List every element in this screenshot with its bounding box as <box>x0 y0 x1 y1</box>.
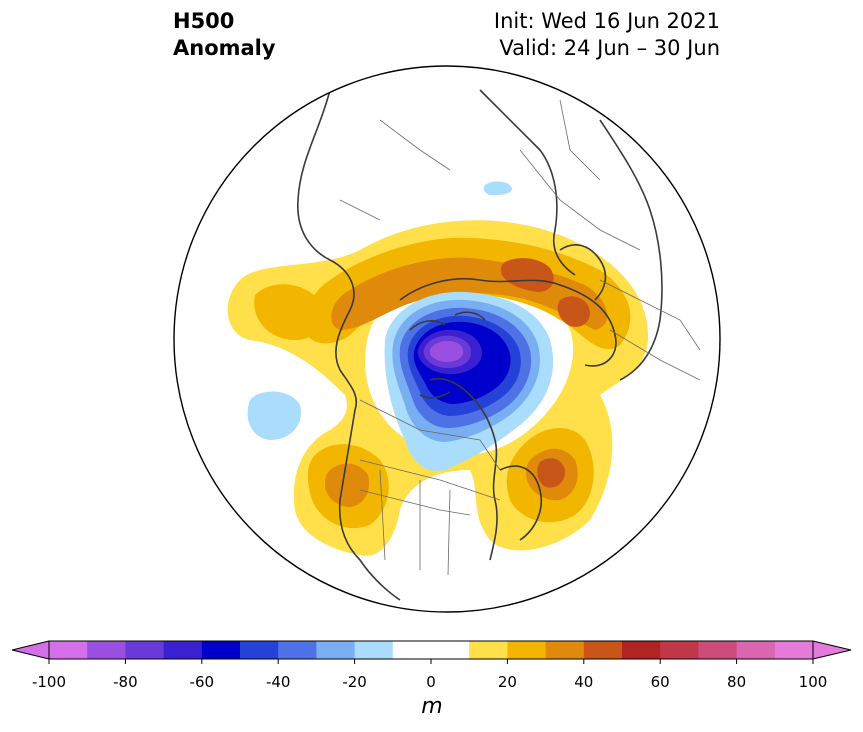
colorbar-low-outline <box>11 640 50 660</box>
anomaly-positive-west-na-core <box>325 463 370 507</box>
colorbar-tick-label: 40 <box>574 673 594 691</box>
colorbar-high-outline <box>812 640 852 660</box>
colorbar-tick-label: -40 <box>265 673 291 691</box>
colorbar-segment <box>87 641 126 659</box>
colorbar-tick-label: -60 <box>189 673 215 691</box>
colorbar-segment <box>622 641 661 659</box>
colorbar-tick-label: -20 <box>342 673 367 691</box>
init-date: Init: Wed 16 Jun 2021 <box>493 9 720 33</box>
colorbar-segment <box>583 641 623 659</box>
anomaly-positive-scandinavia-peak <box>557 296 590 327</box>
colorbar-segment <box>392 641 470 659</box>
map-title: H500 Anomaly <box>173 8 276 62</box>
forecast-info: Init: Wed 16 Jun 2021 Valid: 24 Jun – 30… <box>494 8 720 62</box>
colorbar-segment <box>545 641 585 659</box>
anomaly-positive-atlantic-peak <box>537 458 566 488</box>
anomaly-positive-europe-peak <box>501 258 554 292</box>
colorbar <box>11 640 852 664</box>
colorbar-units: m <box>421 694 443 719</box>
anomaly-negative-pacific <box>247 391 301 440</box>
colorbar-ticks <box>48 659 814 664</box>
colorbar-segment <box>316 641 356 659</box>
colorbar-segment <box>354 641 394 659</box>
colorbar-extend-low <box>12 641 49 659</box>
colorbar-segment <box>201 641 241 659</box>
polar-map <box>173 65 721 613</box>
colorbar-tick-label: 80 <box>727 673 747 691</box>
colorbar-segments <box>49 641 814 659</box>
colorbar-segment <box>660 641 699 659</box>
anomaly-positive-pacific <box>254 284 324 340</box>
title-line1: H500 <box>173 9 235 33</box>
colorbar-tick-label: 100 <box>798 673 828 691</box>
colorbar-segment <box>125 641 165 659</box>
colorbar-segment <box>49 641 88 659</box>
colorbar-segment <box>469 641 508 659</box>
colorbar-extend-high <box>813 641 851 659</box>
colorbar-segment <box>698 641 738 659</box>
colorbar-segment <box>774 641 814 659</box>
colorbar-segment <box>278 641 317 659</box>
colorbar-segment <box>736 641 776 659</box>
colorbar-tick-label: -100 <box>31 673 67 691</box>
colorbar-tick-label: 20 <box>497 673 517 691</box>
colorbar-tick-label: -80 <box>113 673 138 691</box>
colorbar-tick-label: 0 <box>426 673 436 691</box>
colorbar-tick-label: 60 <box>650 673 670 691</box>
anomaly-negative-kara <box>483 181 512 196</box>
anomaly-shading <box>227 89 701 601</box>
globe-outline <box>173 65 721 613</box>
valid-range: Valid: 24 Jun – 30 Jun <box>499 36 720 60</box>
title-line2: Anomaly <box>173 36 276 60</box>
political-borders <box>339 99 701 576</box>
colorbar-segment <box>163 641 203 659</box>
colorbar-segment <box>240 641 279 659</box>
colorbar-segment <box>507 641 547 659</box>
anomaly-negative-80 <box>430 340 464 362</box>
